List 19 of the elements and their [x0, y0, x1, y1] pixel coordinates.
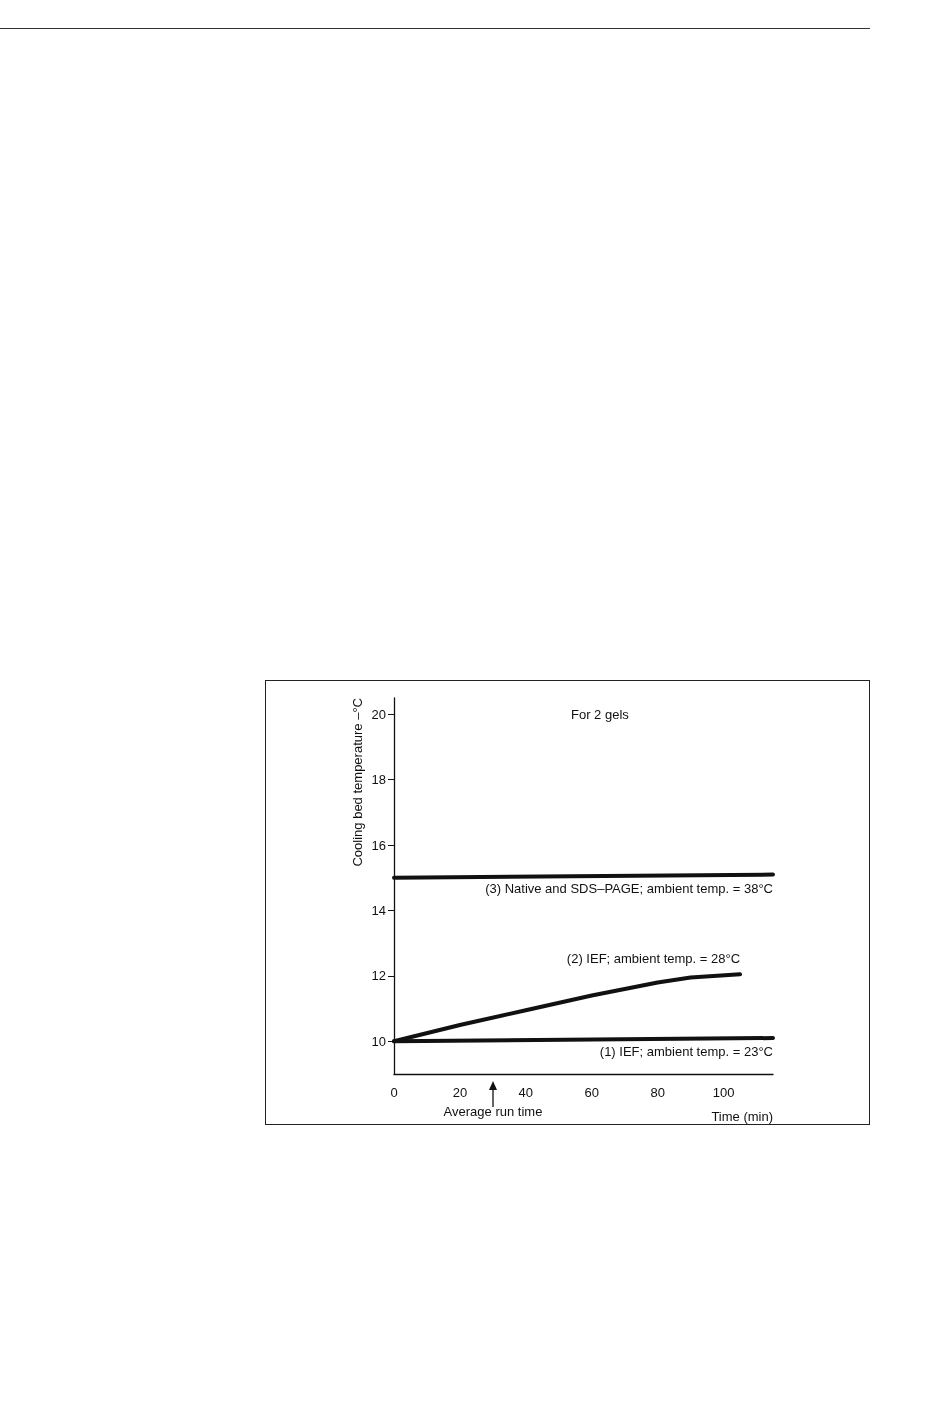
text: For 2 gels [571, 707, 630, 722]
y-tick-label: 20 [371, 706, 386, 722]
x-tick-label: 20 [452, 1085, 468, 1100]
series-label: (1) IEF; ambient temp. = 23°C [599, 1044, 773, 1060]
y-tick-label: 14 [371, 903, 386, 919]
x-axis-title: Time (min) [711, 1109, 773, 1124]
text: Average run time [443, 1104, 543, 1119]
y-axis-title: Cooling bed temperature –°C [350, 698, 365, 867]
y-tick-label: 18 [371, 772, 386, 788]
x-tick-label: 80 [650, 1085, 665, 1100]
series-label: (3) Native and SDS–PAGE; ambient temp. = 38°C [485, 880, 773, 896]
series-label: (2) IEF; ambient temp. = 28°C [566, 951, 741, 967]
x-tick-label: 100 [712, 1085, 735, 1100]
y-tick-label: 10 [371, 1033, 386, 1049]
x-tick-label: 0 [390, 1085, 398, 1100]
y-tick-label: 16 [371, 837, 386, 853]
x-tick-label: 60 [584, 1085, 599, 1100]
y-tick-label: 12 [371, 968, 386, 984]
x-tick-label: 40 [518, 1085, 534, 1100]
